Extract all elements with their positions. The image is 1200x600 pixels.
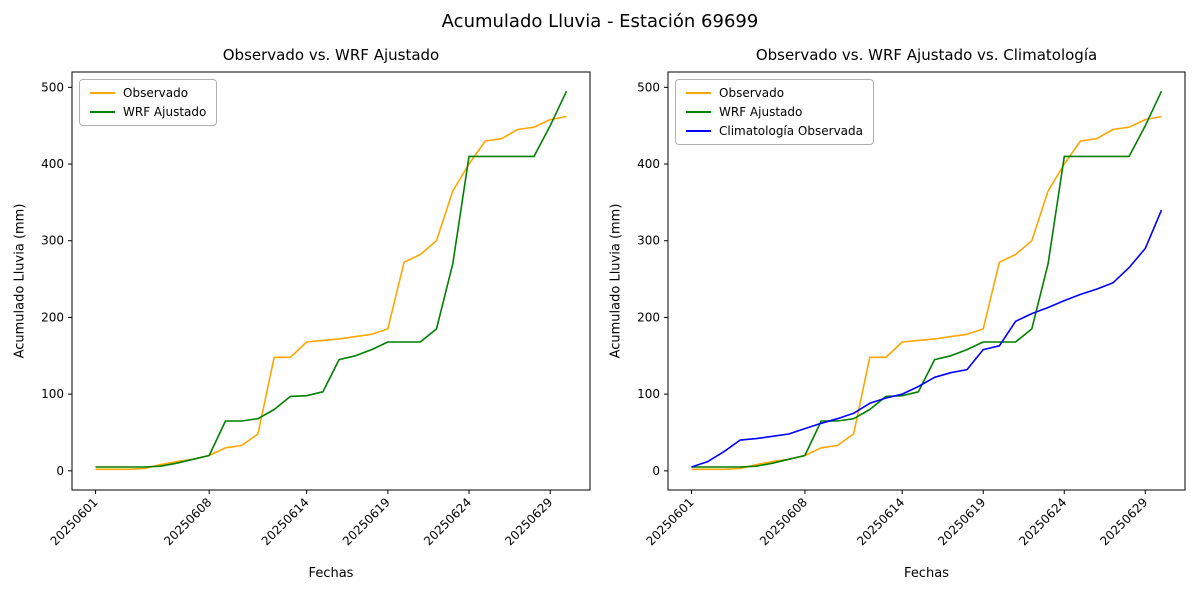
- x-tick-label: 20250608: [757, 495, 810, 548]
- x-tick-label: 20250624: [1016, 495, 1069, 548]
- axes-title-left: Observado vs. WRF Ajustado: [222, 46, 440, 64]
- series-line-wrf-ajustado: [95, 90, 568, 468]
- series-line-climatología-observada: [691, 209, 1163, 468]
- x-axis-ticks: 20250601 20250608 20250614 20250619 20250624…: [644, 490, 1150, 548]
- legend-item: Observado: [90, 86, 206, 100]
- y-axis-ticks: 0 100 200 300 400 500: [41, 80, 72, 478]
- axes-frame: [667, 71, 1186, 491]
- y-tick-label: 300: [637, 234, 660, 248]
- y-tick-label: 200: [637, 310, 660, 324]
- y-axis-ticks: 0 100 200 300 400 500: [637, 80, 668, 478]
- y-axis-label-right: Acumulado Lluvia (mm): [608, 203, 624, 359]
- legend: Observado WRF Ajustado Climatología Observ…: [675, 79, 874, 145]
- x-tick-label: 20250619: [935, 495, 988, 548]
- subplot-right: Observado vs. WRF Ajustado vs. Climatolo…: [600, 0, 1200, 600]
- y-tick-label: 200: [41, 310, 64, 324]
- x-tick-label: 20250619: [340, 495, 393, 548]
- legend-label: Observado: [719, 86, 785, 100]
- series-line-wrf-ajustado: [691, 90, 1163, 468]
- y-tick-label: 500: [41, 80, 64, 94]
- x-tick-label: 20250601: [644, 495, 697, 548]
- legend-label: Climatología Observada: [719, 124, 863, 138]
- y-tick-label: 0: [652, 464, 660, 478]
- y-tick-label: 500: [637, 80, 660, 94]
- x-axis-label-right: Fechas: [904, 566, 949, 581]
- x-tick-label: 20250629: [502, 495, 555, 548]
- legend-item: WRF Ajustado: [90, 105, 206, 119]
- x-tick-label: 20250614: [259, 495, 312, 548]
- legend-label: WRF Ajustado: [719, 105, 803, 119]
- x-axis-label-left: Fechas: [308, 566, 354, 581]
- x-tick-label: 20250629: [1097, 495, 1150, 548]
- series-lines: [691, 90, 1163, 471]
- y-axis-label-left: Acumulado Lluvia (mm): [12, 203, 28, 359]
- axes-title-right: Observado vs. WRF Ajustado vs. Climatolo…: [755, 46, 1098, 64]
- line-chart-right: 0 100 200 300 400 500 20250601 20250608 20250614…: [637, 71, 1186, 548]
- y-tick-label: 300: [41, 234, 64, 248]
- x-tick-label: 20250608: [161, 495, 214, 548]
- legend-line-swatch: [90, 92, 115, 94]
- y-tick-label: 400: [41, 157, 64, 171]
- legend-line-swatch: [686, 111, 711, 113]
- legend-item: WRF Ajustado: [686, 105, 863, 119]
- legend-item: Observado: [686, 86, 863, 100]
- legend-line-swatch: [686, 130, 711, 132]
- x-tick-label: 20250614: [854, 495, 907, 548]
- legend: Observado WRF Ajustado: [79, 79, 218, 126]
- y-tick-label: 400: [637, 157, 660, 171]
- series-line-observado: [691, 115, 1162, 471]
- y-tick-label: 100: [41, 387, 64, 401]
- legend-label: WRF Ajustado: [123, 105, 207, 119]
- legend-line-swatch: [686, 92, 711, 94]
- x-tick-label: 20250601: [48, 495, 101, 548]
- x-tick-label: 20250624: [421, 495, 474, 548]
- legend-item: Climatología Observada: [686, 124, 863, 138]
- line-chart-left: 0 100 200 300 400 500 20250601 20250608 20250614…: [41, 71, 591, 548]
- x-axis-ticks: 20250601 20250608 20250614 20250619 20250624…: [48, 490, 555, 548]
- legend-line-swatch: [90, 111, 115, 113]
- subplot-left: Observado vs. WRF Ajustado 0 100 200 300 400…: [12, 46, 591, 581]
- series-lines: [95, 90, 568, 471]
- legend-label: Observado: [123, 86, 189, 100]
- y-tick-label: 100: [637, 387, 660, 401]
- figure-title: Acumulado Lluvia - Estación 69699: [441, 11, 759, 32]
- series-line-observado: [95, 115, 567, 471]
- y-tick-label: 0: [56, 464, 64, 478]
- axes-frame: [71, 71, 591, 491]
